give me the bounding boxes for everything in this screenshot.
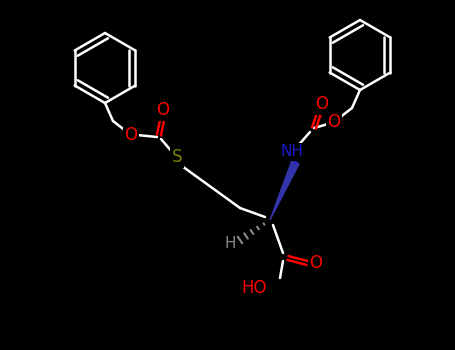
Text: HO: HO — [242, 279, 267, 297]
Text: S: S — [172, 148, 182, 166]
Text: H: H — [224, 236, 236, 251]
Text: O: O — [309, 254, 323, 272]
Text: O: O — [328, 113, 340, 131]
Polygon shape — [270, 161, 299, 220]
Text: O: O — [315, 95, 329, 113]
Text: O: O — [157, 101, 170, 119]
Text: NH: NH — [281, 145, 303, 160]
Text: O: O — [125, 126, 137, 144]
